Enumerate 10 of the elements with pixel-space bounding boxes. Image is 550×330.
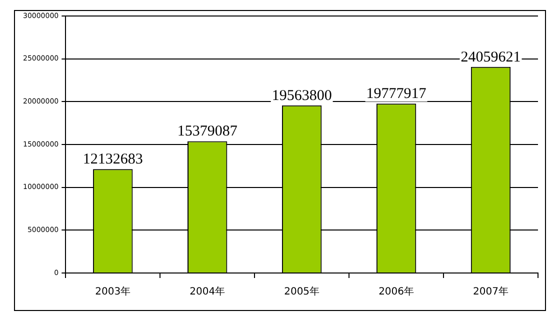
data-label: 12132683 xyxy=(82,152,143,168)
data-label: 15379087 xyxy=(177,124,238,140)
x-tick-label: 2003年 xyxy=(95,286,131,298)
data-label: 24059621 xyxy=(460,49,521,66)
x-tick-label: 2005年 xyxy=(284,286,320,298)
x-tick-label: 2007年 xyxy=(473,286,508,298)
data-label: 19777917 xyxy=(366,86,427,102)
x-tick-label: 2006年 xyxy=(378,286,414,298)
x-tick-label: 2004年 xyxy=(190,286,226,298)
data-label: 19563800 xyxy=(272,88,332,104)
